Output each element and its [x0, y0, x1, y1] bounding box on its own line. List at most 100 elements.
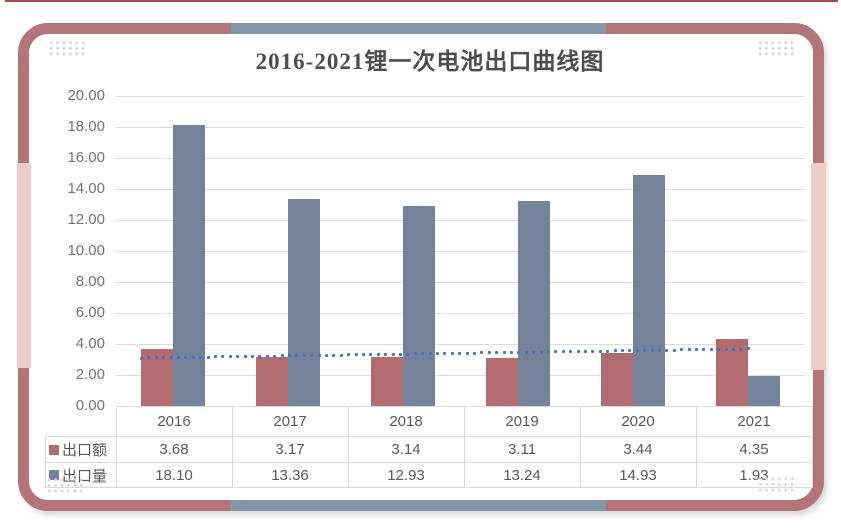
trendline-dot [362, 353, 365, 356]
corner-dots-top-left-icon [48, 40, 85, 57]
table-value-cell: 12.93 [347, 462, 465, 488]
frame-accent-right [811, 163, 826, 370]
table-value-cell: 3.11 [463, 436, 581, 463]
top-edge-line [5, 0, 838, 2]
trendline-dot [147, 356, 150, 359]
y-axis-tick-label: 10.00 [67, 242, 105, 259]
trendline-dot [725, 348, 728, 351]
trendline-dot [517, 351, 520, 354]
table-year-header: 2019 [463, 406, 581, 437]
trendline-dot [340, 354, 343, 357]
trendline-dot [399, 353, 402, 356]
trendline-dot [495, 351, 498, 354]
trendline-dot [643, 349, 646, 352]
table-corner-blank [46, 407, 117, 437]
trendline-dot [584, 350, 587, 353]
trendline-dot [295, 354, 298, 357]
trendline-dot [177, 356, 180, 359]
trendline-dot [717, 348, 720, 351]
gridline [115, 189, 805, 190]
table-value-cell: 3.17 [231, 436, 349, 463]
y-axis-tick-label: 12.00 [67, 211, 105, 228]
trendline-dot [332, 354, 335, 357]
trendline-dot [466, 352, 469, 355]
trendline-dot [621, 349, 624, 352]
y-axis-tick-label: 18.00 [67, 118, 105, 135]
series-label: 出口额 [62, 442, 108, 459]
bar-出口额-2020 [601, 353, 633, 406]
trendline-dot [732, 348, 735, 351]
trendline-dot [636, 349, 639, 352]
trendline-dot [680, 348, 683, 351]
trendline-dot [236, 355, 239, 358]
trendline-dot [451, 352, 454, 355]
y-axis-tick-label: 4.00 [75, 335, 105, 352]
trendline-dot [739, 348, 742, 351]
bar-出口量-2018 [403, 206, 435, 406]
table-series-header: 出口额 [45, 436, 117, 463]
trendline-dot [421, 352, 424, 355]
table-value-cell: 1.93 [695, 462, 813, 488]
bar-出口量-2017 [288, 199, 320, 406]
trendline-dot [710, 348, 713, 351]
bar-出口量-2016 [173, 125, 205, 406]
y-axis-tick-label: 0.00 [75, 397, 105, 414]
corner-dots-bottom-left-icon [46, 477, 83, 494]
trendline-dot [628, 349, 631, 352]
trendline-dot [266, 355, 269, 358]
gridline [115, 220, 805, 221]
trendline-dot [562, 350, 565, 353]
trendline-dot [251, 355, 254, 358]
bar-出口额-2017 [256, 357, 288, 406]
trendline-dot [162, 356, 165, 359]
trendline-dot [443, 352, 446, 355]
y-axis-tick-label: 16.00 [67, 149, 105, 166]
table-value-cell: 3.68 [115, 436, 233, 463]
trendline-dot [673, 349, 676, 352]
bar-出口额-2019 [486, 358, 518, 406]
trendline-dot [325, 354, 328, 357]
trendline-dot [547, 350, 550, 353]
trendline-dot [199, 356, 202, 359]
chart-title: 2016-2021锂一次电池出口曲线图 [255, 49, 605, 74]
gridline [115, 158, 805, 159]
bar-出口量-2020 [633, 175, 665, 406]
gridline [115, 282, 805, 283]
gridline [115, 96, 805, 97]
trendline-dot [540, 351, 543, 354]
trendline-dot [207, 356, 210, 359]
trendline-dot [510, 351, 513, 354]
trendline-dot [702, 348, 705, 351]
trendline-dot [318, 354, 321, 357]
trendline-dot [406, 353, 409, 356]
trendline-dot [281, 354, 284, 357]
legend-swatch-出口量 [49, 470, 59, 480]
y-axis-tick-label: 8.00 [75, 273, 105, 290]
trendline-dot [273, 355, 276, 358]
trendline-dot [747, 347, 750, 350]
trendline-dot [688, 348, 691, 351]
trendline-dot [303, 354, 306, 357]
table-year-header: 2020 [579, 406, 697, 437]
trendline-dot [554, 350, 557, 353]
trendline-dot [347, 353, 350, 356]
trendline-dot [414, 352, 417, 355]
y-axis-tick-label: 20.00 [67, 87, 105, 104]
trendline-dot [569, 350, 572, 353]
frame-accent-left [17, 163, 31, 368]
table-value-cell: 18.10 [115, 462, 233, 488]
table-year-header: 2016 [115, 406, 233, 437]
trendline-dot [310, 354, 313, 357]
table-value-cell: 13.24 [463, 462, 581, 488]
trendline-dot [392, 353, 395, 356]
trendline-dot [577, 350, 580, 353]
table-value-cell: 13.36 [231, 462, 349, 488]
trendline-dot [532, 351, 535, 354]
trendline-dot [192, 356, 195, 359]
trendline-dot [140, 357, 143, 360]
table-value-cell: 4.35 [695, 436, 813, 463]
trendline-dot [488, 351, 491, 354]
frame-accent-top [231, 23, 606, 34]
